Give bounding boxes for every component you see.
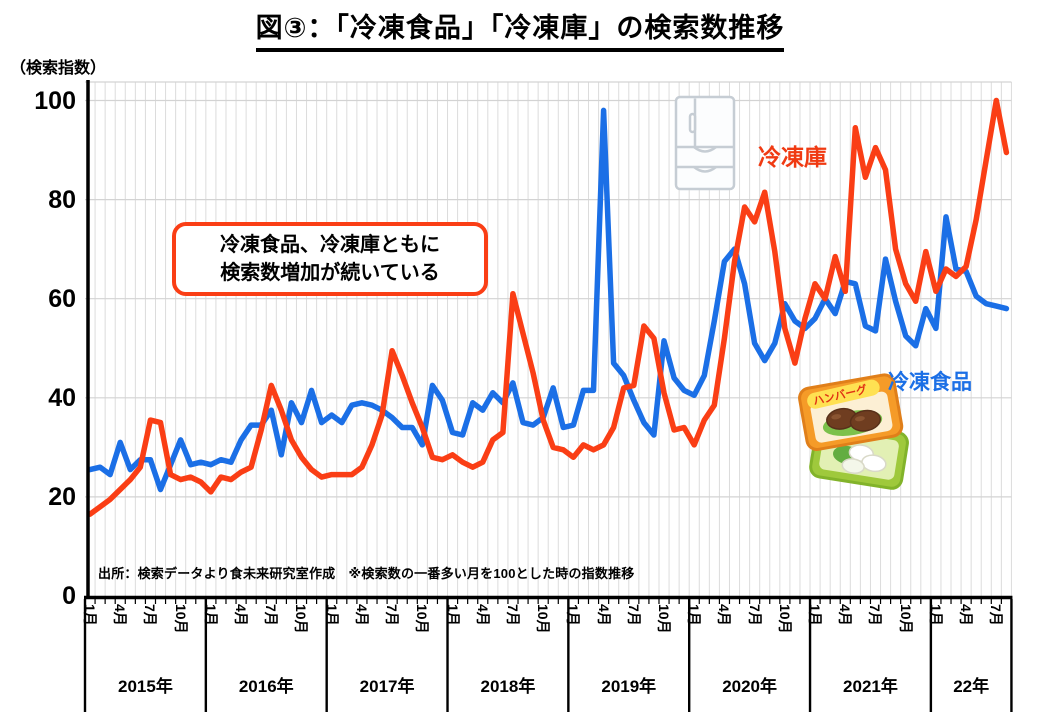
y-tick-label-80: 80 xyxy=(48,185,76,214)
y-axis-unit-label: （検索指数） xyxy=(10,60,107,77)
y-tick-label-100: 100 xyxy=(34,86,76,115)
year-label-22年: 22年 xyxy=(953,677,990,696)
year-label-2017年: 2017年 xyxy=(359,677,415,696)
y-tick-label-20: 20 xyxy=(48,482,76,511)
x-tick-label-2021年-7月: 7月 xyxy=(867,604,884,626)
x-tick-label-2017年-1月: 1月 xyxy=(323,604,340,626)
x-tick-label-22年-1月: 1月 xyxy=(927,604,944,626)
x-tick-label-2016年-7月: 7月 xyxy=(263,604,280,626)
axes xyxy=(83,80,1013,712)
x-tick-label-2016年-1月: 1月 xyxy=(202,604,219,626)
x-tick-label-2016年-10月: 10月 xyxy=(293,604,310,634)
x-tick-label-2021年-1月: 1月 xyxy=(807,604,824,626)
year-label-2015年: 2015年 xyxy=(118,677,173,696)
series-line-freezer xyxy=(87,97,1010,517)
x-tick-label-2018年-7月: 7月 xyxy=(504,604,521,626)
source-note: 出所：検索データより食未来研究室作成 ※検索数の一番多い月を100とした時の指数… xyxy=(98,566,635,581)
x-tick-label-2020年-7月: 7月 xyxy=(746,604,763,626)
x-tick-label-2018年-4月: 4月 xyxy=(474,604,491,626)
annotation-callout: 冷凍食品、冷凍庫ともに 検索数増加が続いている xyxy=(172,222,488,296)
y-tick-label-60: 60 xyxy=(48,284,76,313)
frozen-hamburg-package-icon: ハンバーグ xyxy=(798,373,904,451)
annotation-line1: 冷凍食品、冷凍庫ともに xyxy=(220,234,440,256)
x-tick-label-2015年-7月: 7月 xyxy=(142,604,159,626)
x-tick-label-22年-7月: 7月 xyxy=(988,604,1005,626)
x-tick-label-2018年-1月: 1月 xyxy=(444,604,461,626)
x-tick-label-2021年-10月: 10月 xyxy=(897,604,914,634)
y-tick-label-40: 40 xyxy=(48,383,76,412)
year-label-2020年: 2020年 xyxy=(722,677,778,696)
x-tick-label-2020年-1月: 1月 xyxy=(686,604,703,626)
x-tick-label-2019年-4月: 4月 xyxy=(595,604,612,626)
x-tick-label-2019年-7月: 7月 xyxy=(625,604,642,626)
x-tick-label-2017年-10月: 10月 xyxy=(414,604,431,634)
year-label-2016年: 2016年 xyxy=(238,677,294,696)
x-tick-label-2020年-4月: 4月 xyxy=(716,604,733,626)
series-label-freezer: 冷凍庫 xyxy=(758,144,827,170)
x-tick-label-2020年-10月: 10月 xyxy=(776,604,793,634)
frozen-food-packages-icon: ハンバーグ xyxy=(798,373,909,490)
year-label-2018年: 2018年 xyxy=(480,677,536,696)
year-label-2019年: 2019年 xyxy=(601,677,657,696)
x-tick-label-2015年-10月: 10月 xyxy=(172,604,189,634)
x-tick-label-2021年-4月: 4月 xyxy=(837,604,854,626)
annotation-line2: 検索数増加が続いている xyxy=(220,262,440,284)
x-tick-label-2016年-4月: 4月 xyxy=(233,604,250,626)
x-tick-label-2019年-1月: 1月 xyxy=(565,604,582,626)
x-tick-label-2015年-1月: 1月 xyxy=(82,604,98,626)
x-tick-label-2015年-4月: 4月 xyxy=(112,604,129,626)
x-tick-label-22年-4月: 4月 xyxy=(958,604,975,626)
x-tick-label-2019年-10月: 10月 xyxy=(655,604,672,634)
x-tick-label-2018年-10月: 10月 xyxy=(535,604,552,634)
year-label-2021年: 2021年 xyxy=(843,677,898,696)
chart-title: 図③：「冷凍食品」「冷凍庫」の検索数推移 xyxy=(0,6,1040,52)
x-tick-label-2017年-7月: 7月 xyxy=(384,604,401,626)
x-tick-label-2017年-4月: 4月 xyxy=(353,604,370,626)
y-tick-label-0: 0 xyxy=(62,582,76,610)
series-line-frozen-food xyxy=(87,107,1010,493)
series-label-frozen-food: 冷凍食品 xyxy=(888,371,972,394)
refrigerator-icon xyxy=(674,95,736,191)
